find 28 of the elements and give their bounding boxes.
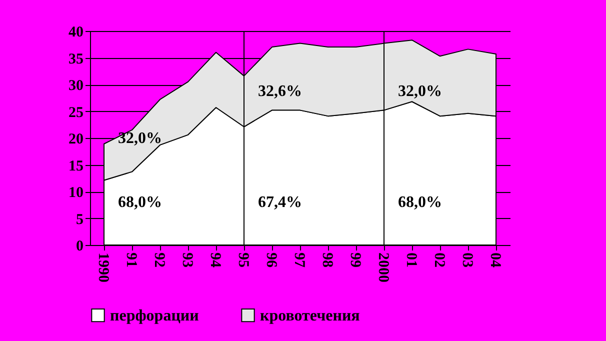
x-tick-label: 03 [459,252,475,268]
annotation: 32,6% [258,82,302,100]
x-tick-label: 1990 [95,252,111,282]
x-tick-label: 91 [123,252,139,268]
legend-label: кровотечения [260,307,360,324]
x-tick-label: 97 [291,252,307,268]
y-tick-label: 35 [68,51,84,68]
x-tick-label: 2000 [375,252,391,282]
y-tick-label: 30 [68,78,84,94]
x-tick-label: 04 [487,252,503,268]
x-tick-label: 98 [319,252,335,268]
y-tick-label: 0 [76,238,84,254]
x-tick-label: 95 [235,252,251,268]
x-tick-label: 02 [431,252,447,268]
x-tick-label: 94 [207,252,223,268]
y-tick-label: 40 [68,24,84,40]
x-tick-label: 99 [347,252,363,268]
x-tick-label: 96 [263,252,279,268]
x-tick-label: 01 [403,252,419,268]
annotation: 32,0% [398,82,442,100]
x-tick-label: 93 [179,252,195,268]
y-tick-label: 5 [76,212,84,228]
y-tick-label: 15 [68,158,84,174]
y-tick-label: 25 [68,104,84,121]
y-tick-label: 20 [68,132,84,148]
x-tick-label: 92 [151,252,167,268]
y-tick-label: 10 [68,185,84,201]
legend-label: перфорации [110,307,199,324]
